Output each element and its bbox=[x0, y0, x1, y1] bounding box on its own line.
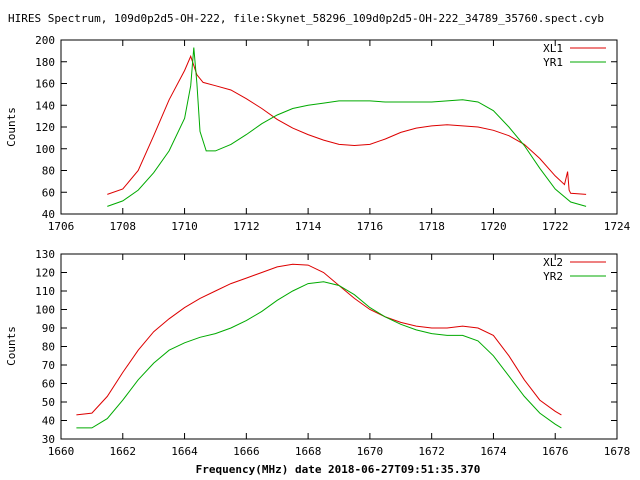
y-tick-label: 110 bbox=[35, 285, 55, 298]
series-line-yr1 bbox=[107, 47, 587, 207]
y-tick-label: 160 bbox=[35, 78, 55, 91]
figure-title: HIRES Spectrum, 109d0p2d5-OH-222, file:S… bbox=[8, 12, 604, 25]
bottom-x-axis: 1660 1662 1664 1666 1668 1670 1672 1674 1676 1678 bbox=[48, 254, 631, 458]
x-tick-label: 1710 bbox=[171, 220, 198, 233]
legend-label-yr2: YR2 bbox=[543, 270, 563, 283]
y-tick-label: 100 bbox=[35, 143, 55, 156]
legend-label-xl2: XL2 bbox=[543, 256, 563, 269]
y-tick-label: 130 bbox=[35, 248, 55, 261]
y-tick-label: 180 bbox=[35, 56, 55, 69]
x-tick-label: 1660 bbox=[48, 445, 75, 458]
top-series-group bbox=[107, 47, 587, 207]
y-tick-label: 40 bbox=[42, 415, 55, 428]
x-tick-label: 1718 bbox=[418, 220, 445, 233]
top-plot-frame bbox=[60, 39, 618, 215]
y-tick-label: 120 bbox=[35, 267, 55, 280]
x-tick-label: 1708 bbox=[110, 220, 137, 233]
top-y-axis-label: Counts bbox=[5, 107, 18, 147]
x-tick-label: 1712 bbox=[233, 220, 260, 233]
top-legend: XL1 YR1 bbox=[543, 42, 606, 69]
bottom-legend: XL2 YR2 bbox=[543, 256, 606, 283]
series-line-xl1 bbox=[107, 54, 587, 195]
y-tick-label: 70 bbox=[42, 359, 55, 372]
x-tick-label: 1664 bbox=[171, 445, 198, 458]
y-tick-label: 60 bbox=[42, 378, 55, 391]
x-tick-label: 1674 bbox=[480, 445, 507, 458]
y-tick-label: 40 bbox=[42, 208, 55, 221]
bottom-series-group bbox=[76, 263, 562, 429]
x-tick-label: 1666 bbox=[233, 445, 260, 458]
series-line-yr2 bbox=[76, 281, 562, 429]
bottom-y-axis: 30 40 50 60 70 80 90 100 110 120 130 bbox=[35, 248, 617, 446]
x-tick-label: 1678 bbox=[604, 445, 631, 458]
x-axis-label: Frequency(MHz) date 2018-06-27T09:51:35.… bbox=[196, 463, 481, 476]
bottom-y-axis-label: Counts bbox=[5, 326, 18, 366]
top-panel: 1706 1708 1710 1712 1714 1716 1718 1720 1722 1724… bbox=[5, 34, 631, 233]
y-tick-label: 50 bbox=[42, 396, 55, 409]
y-tick-label: 90 bbox=[42, 322, 55, 335]
series-line-xl2 bbox=[76, 263, 562, 416]
y-tick-label: 80 bbox=[42, 165, 55, 178]
y-tick-label: 100 bbox=[35, 304, 55, 317]
x-tick-label: 1722 bbox=[542, 220, 569, 233]
bottom-panel: 1660 1662 1664 1666 1668 1670 1672 1674 1676 1678… bbox=[5, 248, 630, 458]
top-x-axis: 1706 1708 1710 1712 1714 1716 1718 1720 1722 1724 bbox=[48, 40, 631, 233]
y-tick-label: 60 bbox=[42, 186, 55, 199]
x-tick-label: 1724 bbox=[604, 220, 631, 233]
x-tick-label: 1716 bbox=[357, 220, 384, 233]
x-tick-label: 1720 bbox=[480, 220, 507, 233]
x-tick-label: 1662 bbox=[110, 445, 137, 458]
x-tick-label: 1676 bbox=[542, 445, 569, 458]
y-tick-label: 30 bbox=[42, 433, 55, 446]
x-tick-label: 1706 bbox=[48, 220, 75, 233]
top-y-axis: 40 60 80 100 120 140 160 180 200 bbox=[35, 34, 617, 221]
x-tick-label: 1714 bbox=[295, 220, 322, 233]
x-tick-label: 1672 bbox=[418, 445, 445, 458]
x-tick-label: 1668 bbox=[295, 445, 322, 458]
y-tick-label: 140 bbox=[35, 99, 55, 112]
bottom-plot-frame bbox=[60, 253, 618, 440]
y-tick-label: 80 bbox=[42, 341, 55, 354]
x-tick-label: 1670 bbox=[357, 445, 384, 458]
legend-label-xl1: XL1 bbox=[543, 42, 563, 55]
y-tick-label: 120 bbox=[35, 121, 55, 134]
legend-label-yr1: YR1 bbox=[543, 56, 563, 69]
y-tick-label: 200 bbox=[35, 34, 55, 47]
